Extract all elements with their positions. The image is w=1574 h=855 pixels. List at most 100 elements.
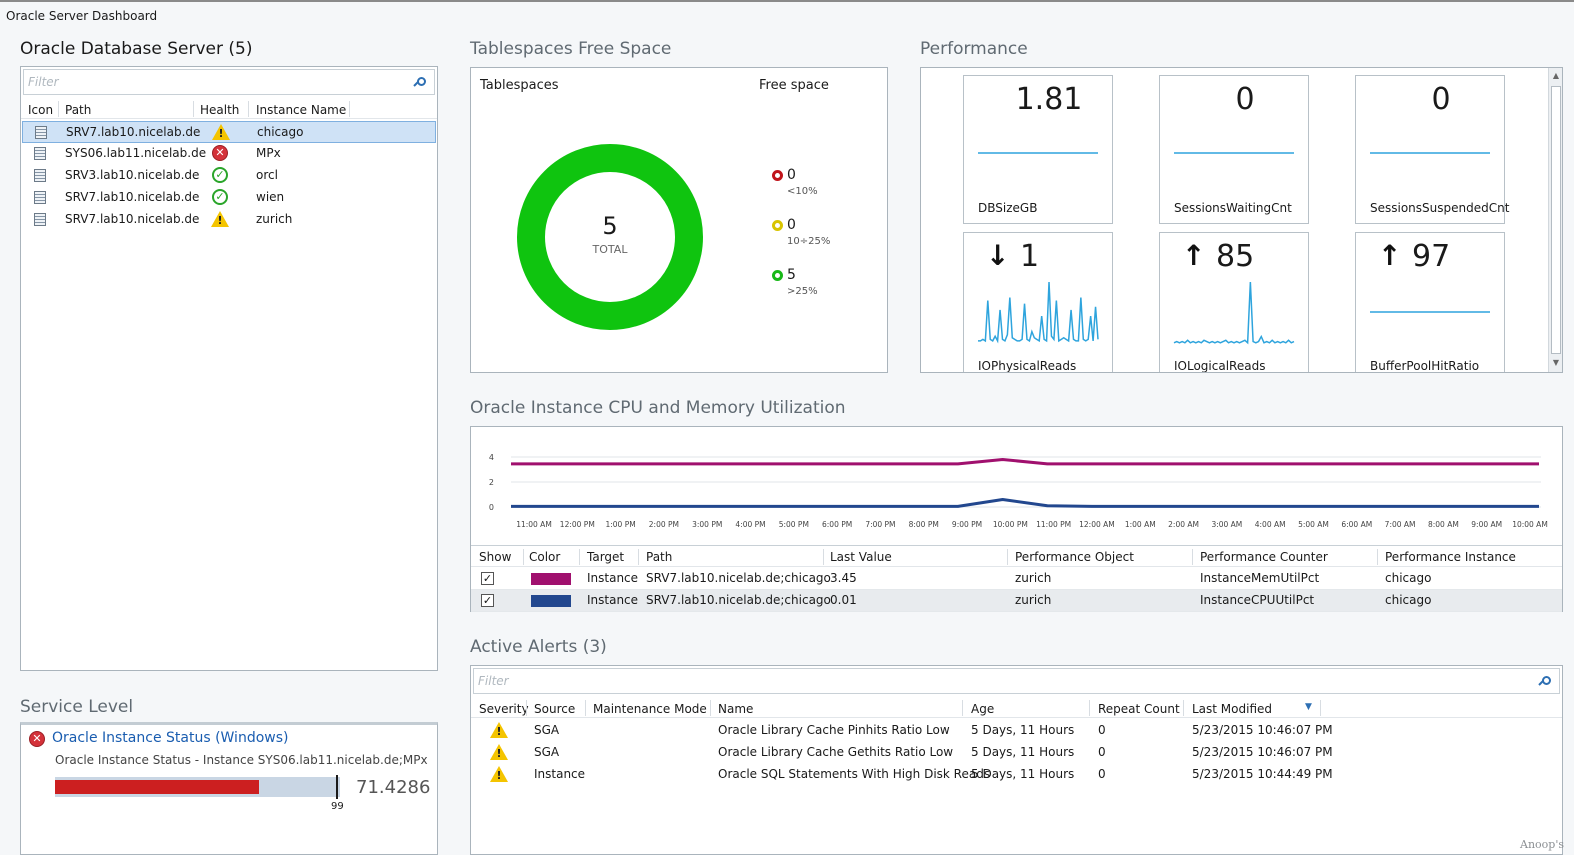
col-performance-counter[interactable]: Performance Counter (1200, 550, 1328, 564)
x-tick-label: 8:00 AM (1428, 520, 1459, 529)
search-icon[interactable] (413, 77, 426, 89)
server-row[interactable]: SYS06.lab11.nicelab.de ✕ MPx (22, 143, 436, 165)
col-path[interactable]: Path (646, 550, 673, 564)
col-maintenance-mode[interactable]: Maintenance Mode (593, 702, 707, 716)
counter-counter: InstanceMemUtilPct (1200, 571, 1320, 585)
search-icon[interactable] (1538, 676, 1551, 688)
x-tick-label: 9:00 PM (952, 520, 982, 529)
counter-target: Instance (587, 593, 639, 607)
counter-path: SRV7.lab10.nicelab.de;chicago (646, 593, 831, 607)
scroll-down-arrow[interactable]: ▼ (1552, 358, 1560, 367)
server-icon (35, 126, 47, 139)
col-performance-instance[interactable]: Performance Instance (1385, 550, 1516, 564)
counter-target: Instance (587, 571, 639, 585)
x-tick-label: 7:00 PM (865, 520, 895, 529)
alert-name: Oracle Library Cache Gethits Ratio Low (718, 745, 954, 759)
server-instance-name: wien (256, 190, 285, 204)
tile-value: 0 (1235, 82, 1255, 117)
alert-row[interactable]: ! SGA Oracle Library Cache Pinhits Ratio L… (471, 720, 1562, 742)
server-instance-name: MPx (256, 146, 281, 160)
performance-scrollbar[interactable]: ▲ ▼ (1548, 68, 1562, 372)
col-severity[interactable]: Severity (479, 702, 529, 716)
warning-icon-mark: ! (217, 214, 223, 227)
sort-descending-icon[interactable]: ▼ (1305, 702, 1312, 712)
series-color-swatch (531, 595, 571, 607)
alerts-filter-input[interactable]: Filter (473, 668, 1560, 694)
service-level-value: 71.4286 (356, 777, 431, 798)
col-icon[interactable]: Icon (28, 103, 54, 117)
x-tick-label: 11:00 PM (1036, 520, 1071, 529)
scroll-up-arrow[interactable]: ▲ (1552, 71, 1560, 80)
col-last-modified[interactable]: Last Modified (1192, 702, 1273, 716)
show-checkbox[interactable]: ✓ (481, 572, 494, 585)
tile-sparkline (978, 152, 1098, 154)
server-row[interactable]: SRV7.lab10.nicelab.de ✓ wien (22, 187, 436, 209)
col-path[interactable]: Path (65, 103, 92, 117)
col-show[interactable]: Show (479, 550, 512, 564)
warning-icon (212, 124, 230, 140)
col-repeat-count[interactable]: Repeat Count (1098, 702, 1180, 716)
x-tick-label: 6:00 PM (822, 520, 852, 529)
server-row[interactable]: SRV7.lab10.nicelab.de! zurich (22, 209, 436, 231)
service-level-bar-fill (55, 780, 259, 794)
alert-row[interactable]: ! Instance Oracle SQL Statements With High… (471, 764, 1562, 786)
free-space-col-label: Free space (759, 78, 829, 93)
scroll-thumb[interactable] (1551, 86, 1561, 354)
legend-range: >25% (787, 286, 818, 297)
tile-sparkline (1174, 152, 1294, 154)
series-line-0 (511, 458, 1539, 466)
series-color-swatch (531, 573, 571, 585)
service-level-item-title[interactable]: Oracle Instance Status (Windows) (52, 730, 289, 746)
col-target[interactable]: Target (587, 550, 625, 564)
server-instance-name: zurich (256, 212, 293, 226)
performance-tile-sessionswaitingcnt[interactable]: 0 SessionsWaitingCnt (1159, 75, 1309, 224)
tile-sparkline (1173, 281, 1295, 345)
counter-last-value: 3.45 (830, 571, 857, 585)
alert-row[interactable]: ! SGA Oracle Library Cache Gethits Ratio L… (471, 742, 1562, 764)
server-row[interactable]: SRV3.lab10.nicelab.de ✓ orcl (22, 165, 436, 187)
col-last-value[interactable]: Last Value (830, 550, 892, 564)
x-tick-label: 1:00 PM (605, 520, 635, 529)
critical-status-icon: ✕ (29, 731, 45, 747)
alert-age: 5 Days, 11 Hours (971, 767, 1075, 781)
legend-marker (772, 220, 783, 231)
performance-tile-iophysicalreads[interactable]: ↓ 1 IOPhysicalReads (963, 232, 1113, 373)
warning-icon (490, 766, 508, 782)
col-name[interactable]: Name (718, 702, 754, 716)
server-icon (34, 169, 46, 182)
legend-marker (772, 270, 783, 281)
servers-filter-input[interactable]: Filter (23, 69, 435, 95)
performance-tile-iologicalreads[interactable]: ↑ 85 IOLogicalReads (1159, 232, 1309, 372)
performance-tile-sessionssuspendedcnt[interactable]: 0 SessionsSuspendedCnt (1355, 75, 1509, 224)
cpu-mem-title: Oracle Instance CPU and Memory Utilizati… (470, 398, 846, 418)
y-tick-label: 4 (489, 453, 494, 462)
col-age[interactable]: Age (971, 702, 995, 716)
server-path: SRV7.lab10.nicelab.de (65, 190, 200, 204)
col-instance-name[interactable]: Instance Name (256, 103, 347, 117)
performance-tile-dbsizegb[interactable]: 1.81 DBSizeGB (963, 75, 1113, 224)
tile-label: IOPhysicalReads (978, 359, 1077, 373)
warning-icon-mark: ! (496, 747, 502, 760)
service-level-target-marker (336, 775, 338, 799)
counter-row[interactable]: ✓ Instance SRV7.lab10.nicelab.de;chicago 3.… (471, 568, 1562, 590)
warning-icon (490, 722, 508, 738)
service-level-target: 99 (331, 801, 344, 812)
performance-tile-bufferpoolhitratio[interactable]: ↑ 97 BufferPoolHitRatio (1355, 232, 1505, 372)
col-performance-object[interactable]: Performance Object (1015, 550, 1134, 564)
x-tick-label: 4:00 AM (1255, 520, 1286, 529)
col-source[interactable]: Source (534, 702, 576, 716)
alert-repeat: 0 (1098, 745, 1106, 759)
alert-age: 5 Days, 11 Hours (971, 723, 1075, 737)
cpu-mem-panel: 4 2 0 11:00 AM 12:00 PM 1:00 PM 2:00 PM 3:00 PM… (470, 426, 1563, 612)
sparkline-path (978, 281, 1099, 344)
counter-row[interactable]: ✓ Instance SRV7.lab10.nicelab.de;chicago 0.… (471, 590, 1562, 612)
server-row[interactable]: SRV7.lab10.nicelab.de! chicago (22, 121, 436, 143)
performance-panel: 1.81 DBSizeGB 0 SessionsWaitingCnt 0 Sessions… (920, 67, 1563, 373)
col-color[interactable]: Color (529, 550, 561, 564)
tile-value: 0 (1431, 82, 1451, 117)
show-checkbox[interactable]: ✓ (481, 594, 494, 607)
server-instance-name: orcl (256, 168, 278, 182)
tile-value: 97 (1412, 239, 1451, 274)
cpu-mem-header: Show Color Target Path Last Value Perfor… (471, 545, 1562, 567)
col-health[interactable]: Health (200, 103, 240, 117)
